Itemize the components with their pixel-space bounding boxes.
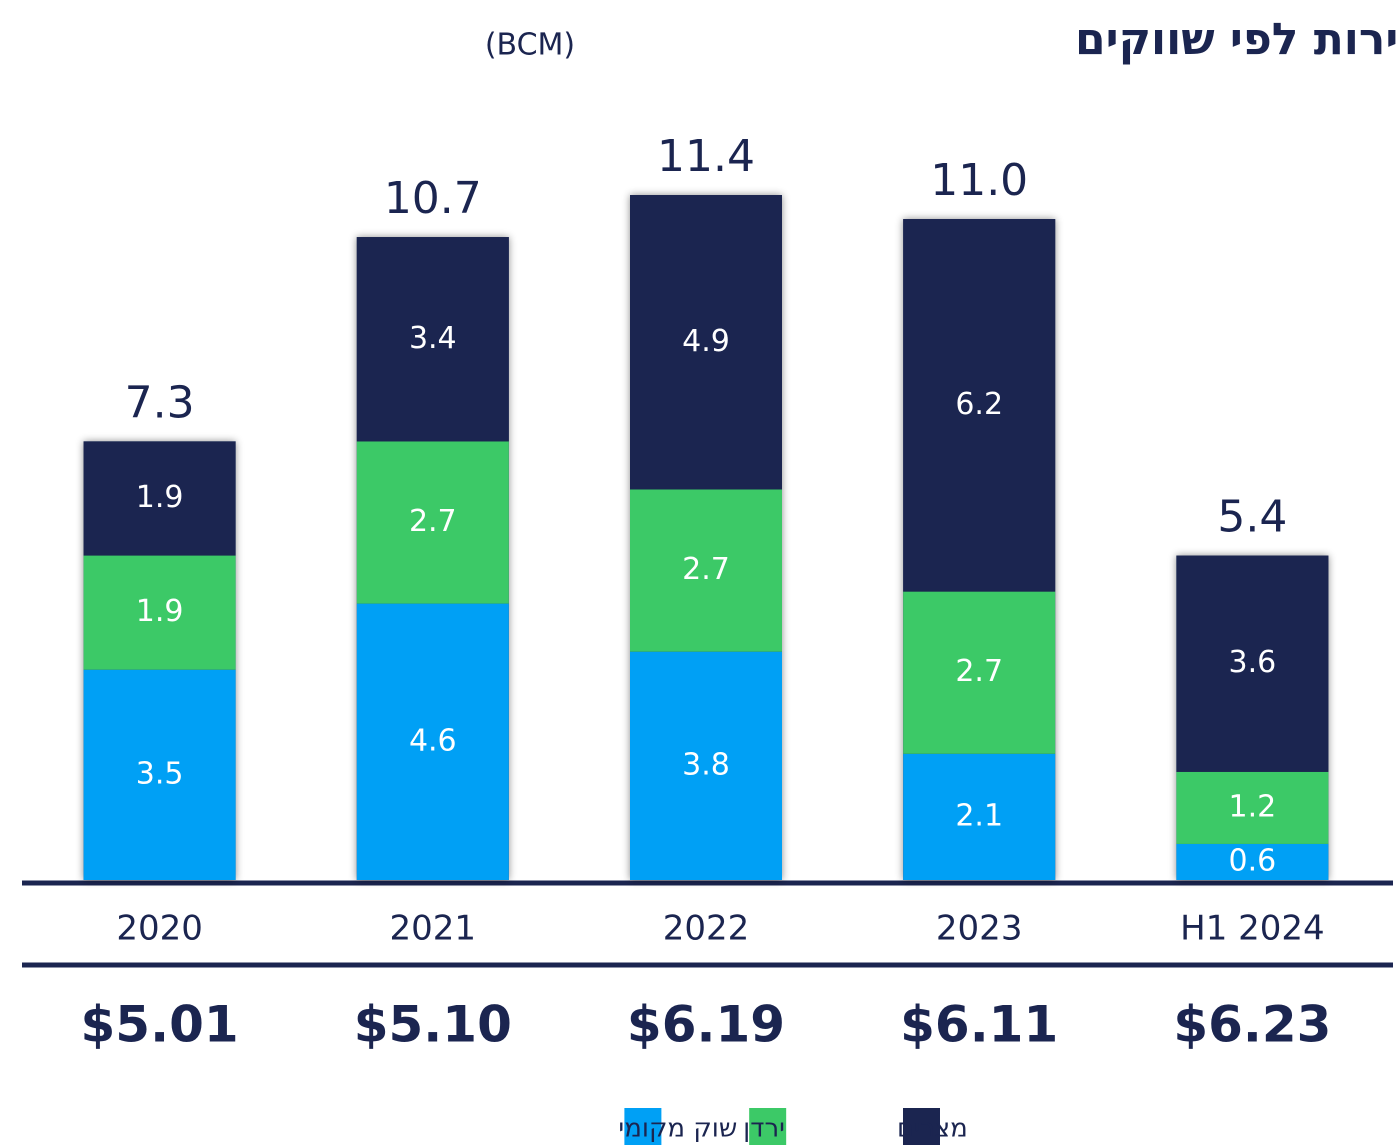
segment-label: 0.6 [1229,843,1277,878]
legend-label: מצרים [897,1114,968,1144]
total-label: 5.4 [1217,492,1287,543]
segment-label: 1.9 [136,480,184,515]
total-label: 10.7 [384,173,482,224]
total-label: 7.3 [125,377,195,428]
legend-swatch [903,1108,940,1145]
x-tick-label: 2021 [390,909,477,949]
segment-label: 3.5 [136,756,184,791]
bar-segment [83,555,236,670]
segment-label: 2.7 [682,552,730,587]
bar-segment [356,603,509,880]
bar-segment [903,219,1056,592]
legend-swatch [624,1108,662,1145]
price-label: $6.19 [627,996,785,1054]
bar-segment [356,237,509,442]
segment-label: 3.8 [682,747,730,782]
bar-segment [83,669,236,880]
price-label: $6.23 [1173,996,1331,1054]
legend-label: שוק מקומי [618,1114,737,1144]
segment-label: 2.7 [955,654,1003,689]
chart-title-unit: (BCM) [485,28,575,63]
legend-label: ירדן [743,1114,785,1144]
segment-label: 3.4 [409,321,457,356]
price-label: $5.01 [81,996,239,1054]
bar-segment [903,591,1056,754]
bar-segment [1176,555,1329,772]
segment-label: 2.1 [955,798,1003,833]
segment-label: 6.2 [955,387,1003,422]
price-label: $6.11 [900,996,1058,1054]
bar-segment [356,441,509,604]
bar-segment [1176,843,1329,880]
segment-label: 4.9 [682,324,730,359]
segment-label: 1.9 [136,594,184,629]
total-label: 11.4 [657,131,755,182]
segment-label: 4.6 [409,723,457,758]
x-tick-label: 2022 [663,909,750,949]
segment-label: 3.6 [1229,645,1277,680]
chart-title: מכירות לפי שווקים [1075,14,1397,65]
segment-label: 1.2 [1229,789,1277,824]
bar-segment [630,489,782,652]
bar-segment [630,651,782,880]
legend-swatch [749,1108,787,1145]
segment-label: 2.7 [409,504,457,539]
x-tick-label: 2023 [936,909,1023,949]
x-tick-label: 2020 [116,909,203,949]
bar-segment [1176,771,1329,844]
bar-segment [83,441,236,556]
x-tick-label: H1 2024 [1180,909,1325,949]
total-label: 11.0 [930,155,1028,206]
bar-segment [630,195,782,490]
bar-segment [903,753,1056,880]
price-label: $5.10 [354,996,512,1054]
